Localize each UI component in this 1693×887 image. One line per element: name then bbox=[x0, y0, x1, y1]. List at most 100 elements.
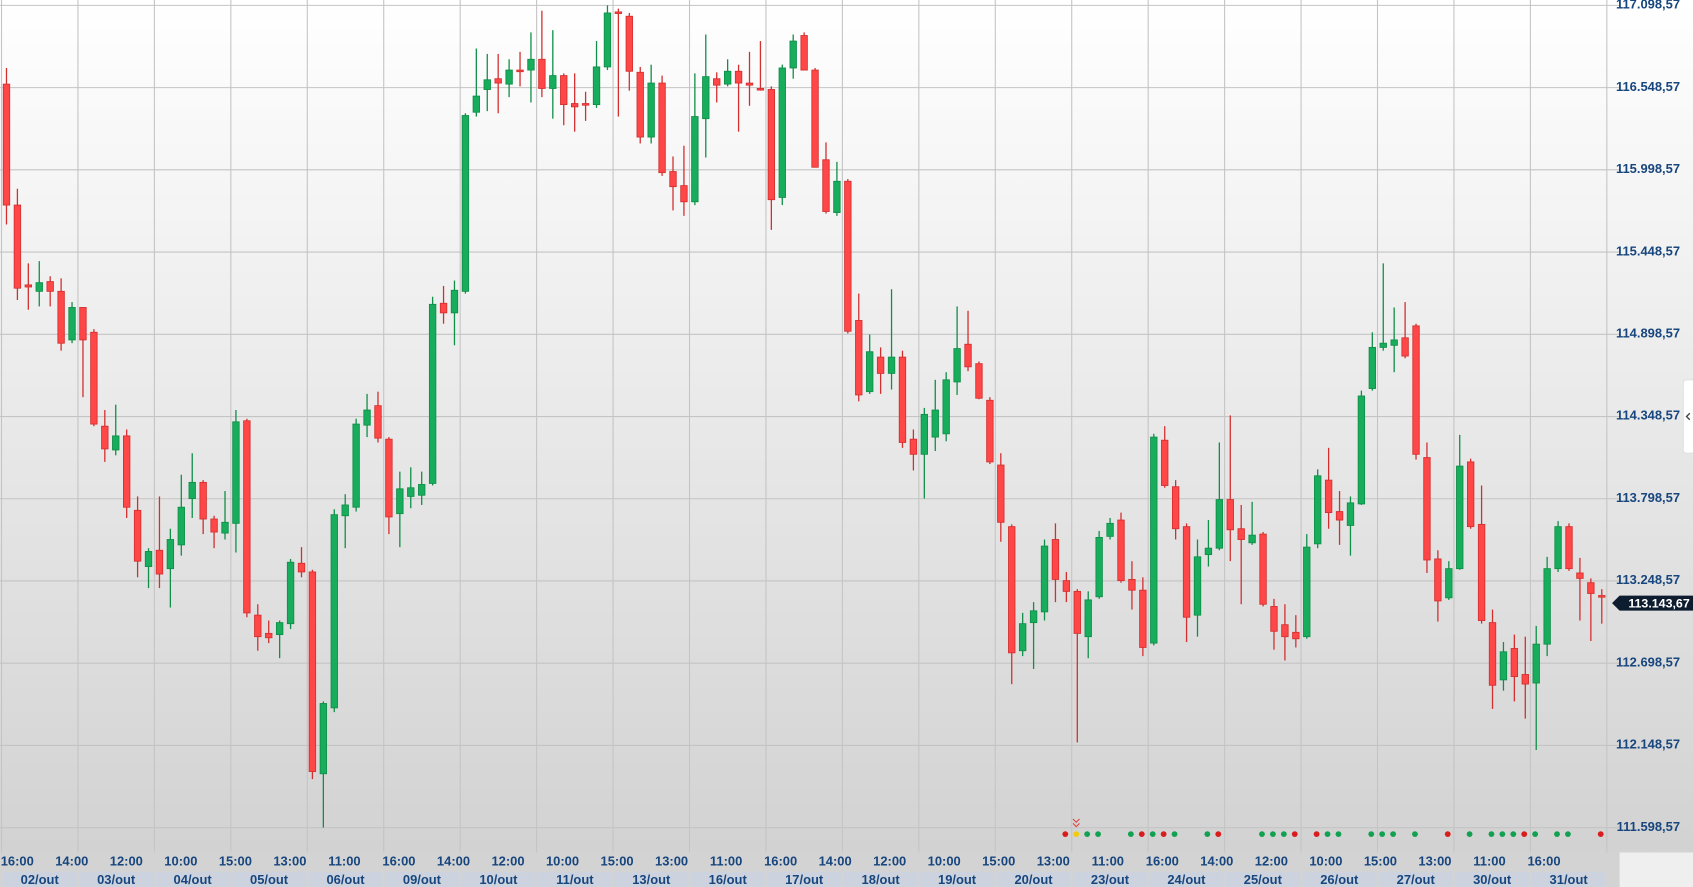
candle bbox=[986, 397, 994, 465]
candle bbox=[2, 67, 11, 225]
candle-body-up bbox=[68, 307, 76, 341]
candle-body-down bbox=[210, 518, 218, 533]
candle bbox=[636, 66, 644, 144]
candle bbox=[221, 491, 229, 540]
candle-body-up bbox=[1193, 556, 1202, 616]
candle-body-up bbox=[341, 504, 349, 517]
signal-dot-buy bbox=[1269, 831, 1276, 838]
axis-corner bbox=[1619, 852, 1693, 887]
candle bbox=[472, 48, 481, 117]
candle-body-up bbox=[177, 506, 185, 546]
candle bbox=[1543, 556, 1551, 657]
candle bbox=[756, 41, 765, 91]
price-tick-label: 114.348,57 bbox=[1616, 408, 1680, 423]
candle-body-down bbox=[199, 481, 207, 520]
candle-body-down bbox=[1565, 526, 1573, 570]
candle bbox=[1292, 615, 1300, 648]
date-tick-label: 30/out bbox=[1473, 872, 1512, 887]
candle bbox=[1390, 307, 1398, 373]
date-label-box bbox=[461, 871, 536, 887]
candle-body-up bbox=[407, 487, 415, 497]
candle-body-up bbox=[789, 40, 797, 69]
candle-body-down bbox=[1466, 461, 1475, 528]
candle-body-up bbox=[1204, 547, 1213, 556]
candle bbox=[1128, 561, 1136, 610]
signal-dot-buy bbox=[1324, 831, 1331, 838]
candle bbox=[909, 429, 918, 471]
signal-dot-buy bbox=[1532, 831, 1539, 838]
candle bbox=[232, 410, 240, 553]
candle bbox=[527, 32, 535, 103]
last-price-tag-background bbox=[1612, 595, 1693, 611]
candle-body-up bbox=[1456, 465, 1464, 570]
candle-body-down bbox=[1434, 558, 1442, 602]
candle-body-down bbox=[439, 302, 448, 314]
candle bbox=[745, 51, 754, 106]
date-label-box bbox=[690, 871, 765, 887]
candle-body-up bbox=[461, 115, 470, 292]
candle bbox=[418, 471, 426, 505]
candle-body-down bbox=[1062, 580, 1071, 592]
date-tick-label: 23/out bbox=[1091, 872, 1130, 887]
candle bbox=[265, 620, 273, 644]
candle bbox=[1008, 524, 1016, 685]
candle-body-down bbox=[844, 180, 852, 332]
candle bbox=[1357, 390, 1366, 505]
candle-body-down bbox=[1510, 648, 1519, 678]
vertical-gridlines bbox=[0, 0, 1608, 853]
price-tick-label: 112.148,57 bbox=[1616, 737, 1680, 752]
candle bbox=[505, 59, 513, 98]
date-tick-label: 02/out bbox=[21, 872, 60, 887]
time-tick-label: 11:00 bbox=[1092, 853, 1124, 868]
candle bbox=[68, 302, 76, 344]
signal-dot-neutral bbox=[1073, 831, 1080, 838]
candle bbox=[79, 307, 87, 398]
candle-body-down bbox=[1576, 572, 1584, 579]
time-tick-label: 12:00 bbox=[1255, 853, 1288, 868]
candle-body-up bbox=[188, 481, 196, 499]
price-axis[interactable]: 117.098,57 116.548,57 115.998,57 115.448,57… bbox=[1616, 0, 1680, 834]
candle-body-down bbox=[1226, 499, 1234, 531]
candle-body-up bbox=[1554, 526, 1562, 570]
candle bbox=[1368, 332, 1376, 391]
candle-body-down bbox=[898, 356, 907, 443]
candle bbox=[1598, 589, 1606, 624]
candle bbox=[188, 453, 196, 518]
candle bbox=[133, 496, 142, 578]
candle bbox=[1456, 434, 1464, 570]
candle-body-down bbox=[876, 356, 885, 374]
candle-body-down bbox=[636, 71, 644, 138]
candle-body-up bbox=[1314, 475, 1322, 545]
candle-body-down bbox=[79, 307, 87, 341]
date-tick-label: 11/out bbox=[556, 872, 594, 887]
side-panel-toggle[interactable] bbox=[1682, 379, 1693, 454]
candle-body-up bbox=[723, 70, 732, 85]
candle-body-up bbox=[1106, 522, 1114, 537]
candle-body-down bbox=[680, 185, 688, 203]
candle bbox=[1314, 469, 1322, 549]
time-tick-label: 15:00 bbox=[219, 853, 252, 868]
candle bbox=[800, 32, 808, 71]
candle bbox=[1445, 561, 1453, 600]
candle-body-up bbox=[1499, 651, 1508, 681]
candle bbox=[789, 34, 797, 79]
candle-body-down bbox=[581, 103, 590, 106]
candle bbox=[308, 569, 317, 780]
candle bbox=[603, 5, 612, 71]
candle-body-down bbox=[1521, 674, 1529, 685]
candle-body-up bbox=[833, 180, 841, 213]
time-axis[interactable]: 16:00 14:00 12:00 10:00 15:00 13:00 11:00 16:00… bbox=[1, 853, 1606, 887]
candle bbox=[997, 453, 1005, 542]
candle-body-down bbox=[254, 614, 262, 638]
candle bbox=[1281, 604, 1289, 661]
candle bbox=[1412, 323, 1420, 460]
candle bbox=[494, 53, 502, 114]
date-tick-label: 24/out bbox=[1167, 872, 1206, 887]
candle bbox=[428, 296, 437, 486]
horizontal-gridlines bbox=[0, 4, 1620, 829]
candle bbox=[155, 496, 164, 589]
signal-dot-buy bbox=[1204, 831, 1211, 838]
date-tick-label: 18/out bbox=[862, 872, 901, 887]
candle-body-up bbox=[549, 75, 557, 89]
